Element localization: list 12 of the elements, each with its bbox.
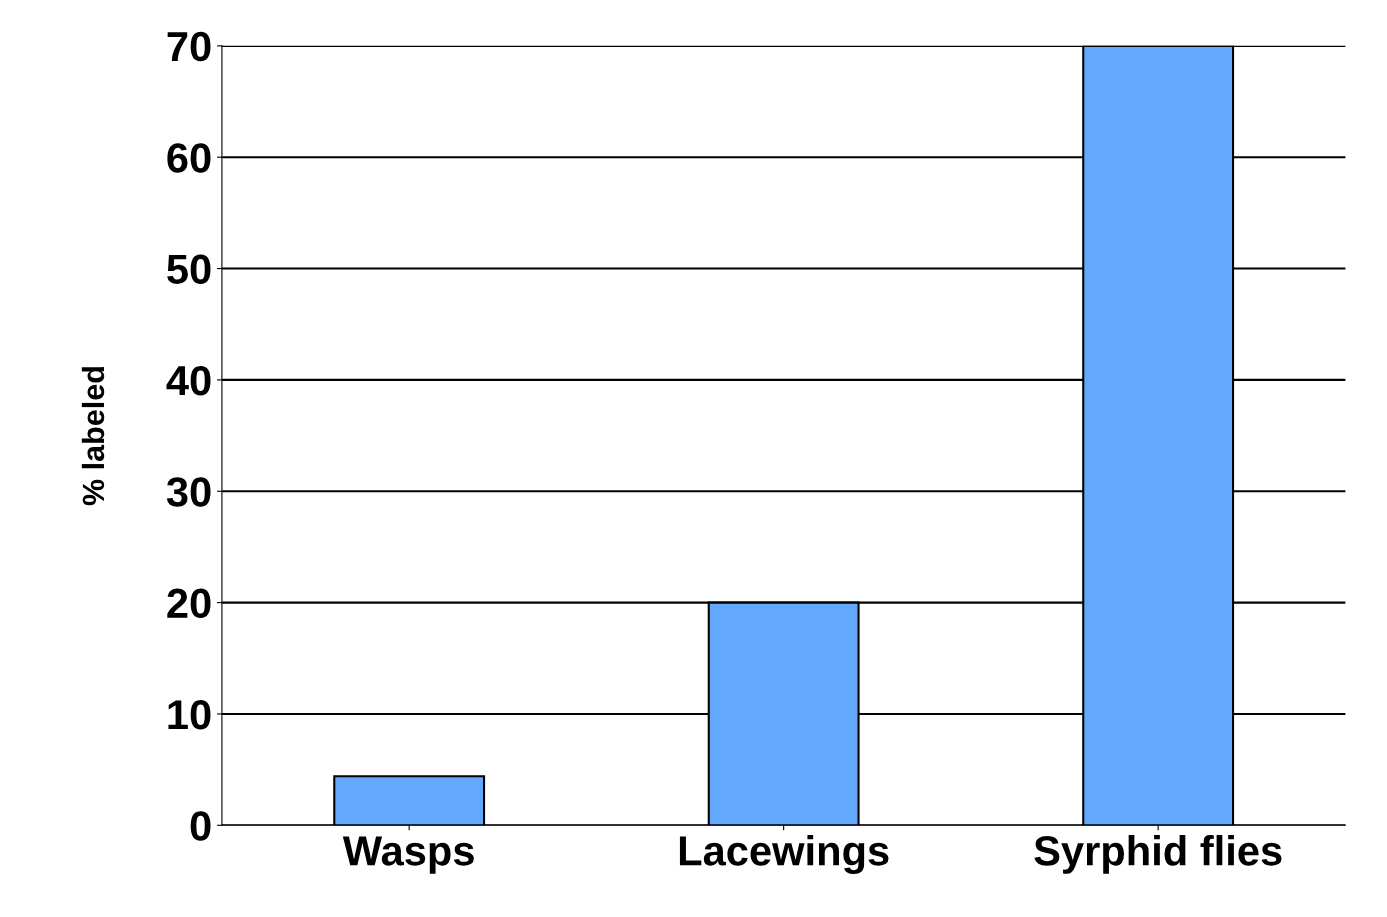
y-tick-label: 60 [167,143,211,173]
y-tick-label: 40 [166,365,211,396]
y-tick-label: 30 [166,477,211,507]
x-tick-label: Syrphid flies [1034,835,1282,874]
y-tick-label: 70 [167,31,211,62]
y-tick-label: 20 [167,588,211,619]
y-tick-label: 50 [167,254,211,285]
x-tick-label: Wasps [342,836,474,874]
y-axis-title: % labeled [81,367,105,506]
y-tick-label: 10 [168,699,211,730]
y-tick-label: 0 [190,811,211,841]
x-tick-label: Lacewings [679,835,889,875]
